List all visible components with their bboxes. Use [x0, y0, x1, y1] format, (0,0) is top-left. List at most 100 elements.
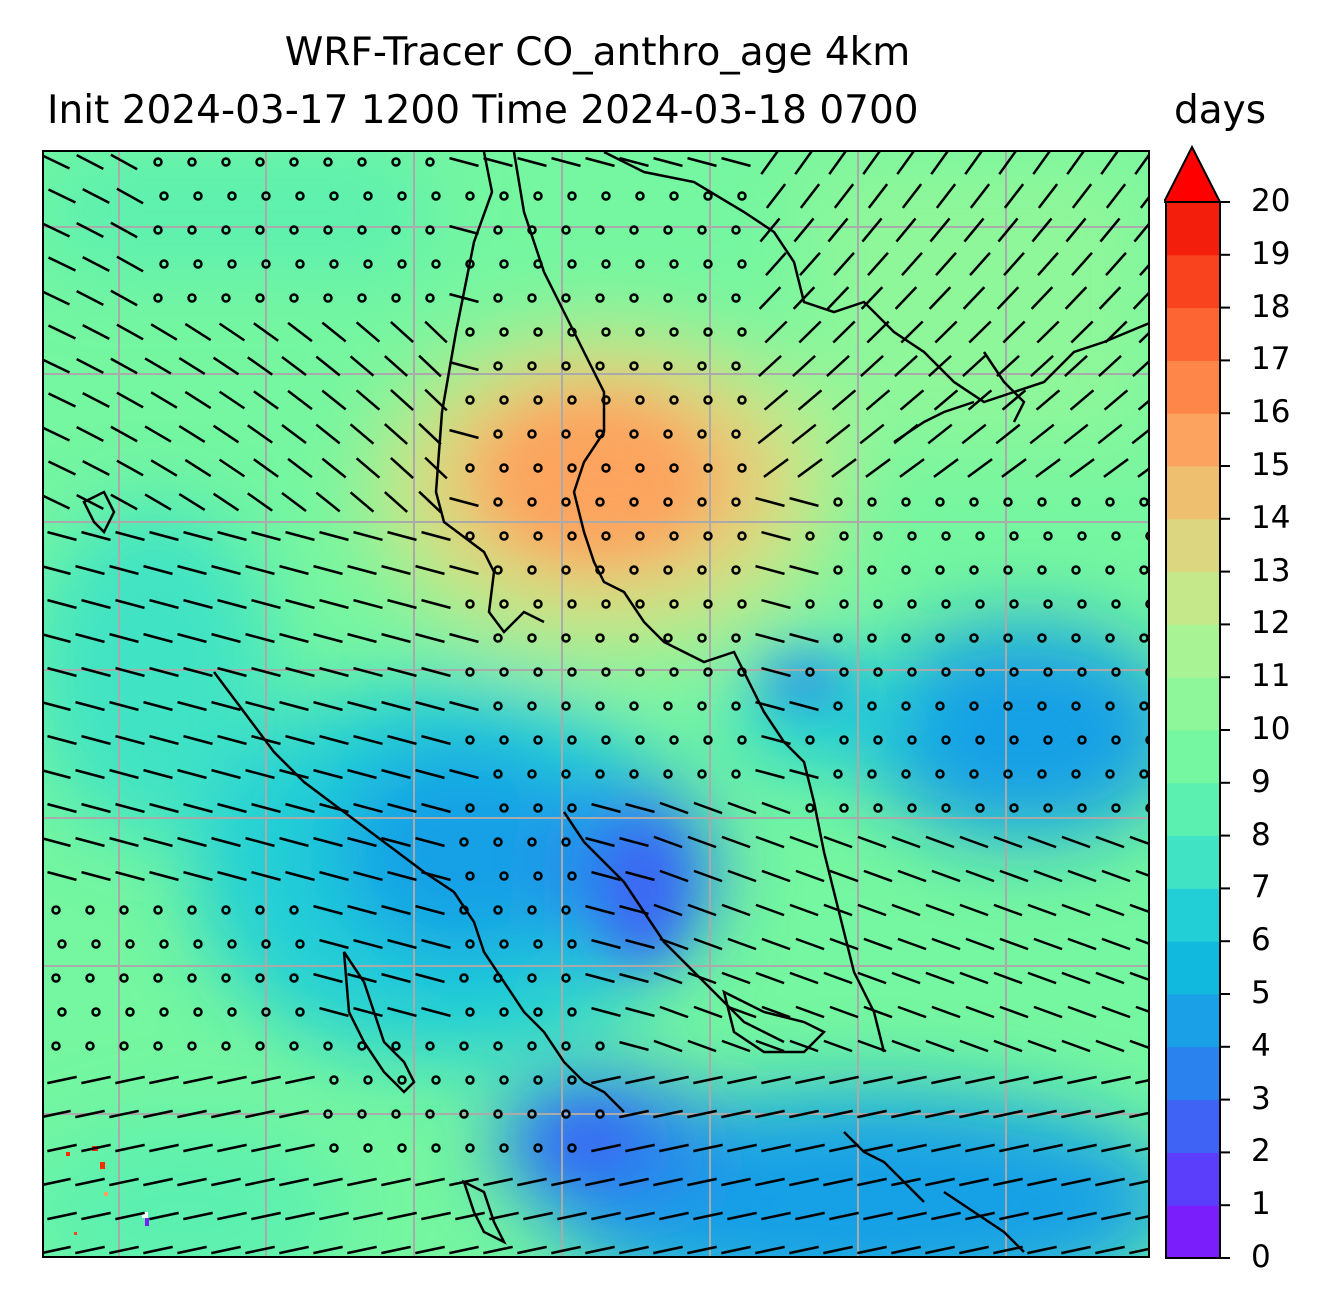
- calm-circle: [119, 973, 129, 983]
- calm-circle: [595, 361, 605, 371]
- wind-barb: [999, 869, 1029, 883]
- wind-barb: [75, 1177, 105, 1187]
- wind-barb: [959, 1109, 989, 1119]
- wind-barb: [1029, 423, 1055, 445]
- wind-barb: [353, 530, 383, 542]
- wind-barb: [931, 1005, 961, 1019]
- wind-barb: [1129, 835, 1148, 845]
- calm-circle: [527, 225, 537, 235]
- calm-circle: [153, 225, 163, 235]
- wind-barb: [693, 869, 723, 883]
- wind-barb: [1135, 937, 1148, 945]
- wind-barb: [619, 972, 649, 984]
- wind-barb: [1129, 903, 1148, 913]
- calm-circle: [601, 395, 611, 405]
- wind-barb: [449, 632, 479, 644]
- wind-barb: [895, 217, 917, 243]
- wind-barb: [1066, 152, 1085, 175]
- colorbar-band: [1166, 307, 1220, 361]
- calm-circle: [839, 735, 849, 745]
- wind-barb: [761, 801, 791, 815]
- calm-circle: [731, 225, 741, 235]
- calm-circle: [227, 259, 237, 269]
- calm-circle: [941, 531, 951, 541]
- wind-barb: [867, 183, 889, 209]
- calm-circle: [1009, 735, 1019, 745]
- calm-circle: [459, 1109, 469, 1119]
- calm-circle: [493, 225, 503, 235]
- wind-barb: [1098, 286, 1122, 310]
- wind-barb: [149, 1211, 179, 1221]
- wind-barb: [693, 801, 723, 815]
- wind-barb: [212, 492, 240, 512]
- wind-barb: [353, 802, 383, 814]
- wind-barb: [1095, 1245, 1125, 1255]
- wind-barb: [829, 937, 859, 951]
- colorbar-band: [1166, 730, 1220, 784]
- wind-barb: [143, 836, 173, 848]
- calm-circle: [397, 259, 407, 269]
- calm-circle: [567, 1075, 577, 1085]
- wind-barb: [47, 802, 77, 814]
- calm-circle: [839, 531, 849, 541]
- calm-circle: [731, 633, 741, 643]
- wind-barb: [415, 564, 445, 576]
- colorbar-tick-label: 0: [1251, 1239, 1271, 1275]
- wind-barb: [44, 701, 71, 712]
- wind-barb: [321, 321, 347, 343]
- calm-circle: [153, 973, 163, 983]
- calm-circle: [221, 1041, 231, 1051]
- wind-barb: [116, 187, 144, 205]
- wind-barb: [349, 423, 375, 445]
- calm-circle: [323, 293, 333, 303]
- wind-barb: [789, 971, 819, 985]
- wind-barb: [1070, 320, 1094, 344]
- wind-barb: [1035, 389, 1061, 411]
- wind-barb: [962, 354, 986, 378]
- wind-barb: [619, 1040, 649, 1052]
- wind-barb: [1061, 971, 1091, 985]
- calm-circle: [561, 633, 571, 643]
- wind-barb: [347, 1245, 377, 1255]
- wind-barb: [993, 1109, 1023, 1119]
- wind-barb: [1104, 320, 1128, 344]
- wind-barb: [619, 1109, 649, 1119]
- colorbar-tick-label: 8: [1251, 816, 1271, 853]
- calm-circle: [873, 735, 883, 745]
- wind-barb: [183, 598, 213, 610]
- wind-barb: [251, 870, 281, 882]
- wind-barb: [1095, 835, 1125, 849]
- calm-circle: [669, 735, 679, 745]
- wind-barb: [1067, 1005, 1097, 1019]
- wind-barb: [390, 389, 414, 411]
- wind-barb: [82, 187, 110, 205]
- calm-circle: [969, 701, 979, 711]
- calm-circle: [635, 599, 645, 609]
- calm-circle: [493, 1109, 503, 1119]
- calm-circle: [805, 735, 815, 745]
- wind-barb: [144, 493, 172, 511]
- wind-barb: [965, 1143, 995, 1153]
- calm-circle: [737, 395, 747, 405]
- wind-barb: [1095, 1039, 1125, 1053]
- wind-barb: [721, 903, 751, 917]
- wind-barb: [347, 836, 377, 848]
- calm-circle: [873, 599, 883, 609]
- calm-circle: [731, 361, 741, 371]
- calm-circle: [1139, 565, 1148, 575]
- calm-circle: [227, 191, 237, 201]
- calm-circle: [595, 769, 605, 779]
- calm-circle: [561, 701, 571, 711]
- calm-circle: [1043, 531, 1053, 541]
- wind-barb: [143, 1245, 173, 1255]
- calm-circle: [663, 361, 673, 371]
- wind-barb: [721, 1177, 751, 1187]
- colorbar-tick-label: 13: [1251, 552, 1291, 589]
- wind-barb: [897, 1005, 927, 1019]
- calm-circle: [901, 497, 911, 507]
- colorbar-bands: [1166, 202, 1220, 1259]
- wind-barb: [315, 355, 341, 377]
- colorbar: [1164, 145, 1230, 1259]
- calm-circle: [867, 497, 877, 507]
- calm-circle: [805, 667, 815, 677]
